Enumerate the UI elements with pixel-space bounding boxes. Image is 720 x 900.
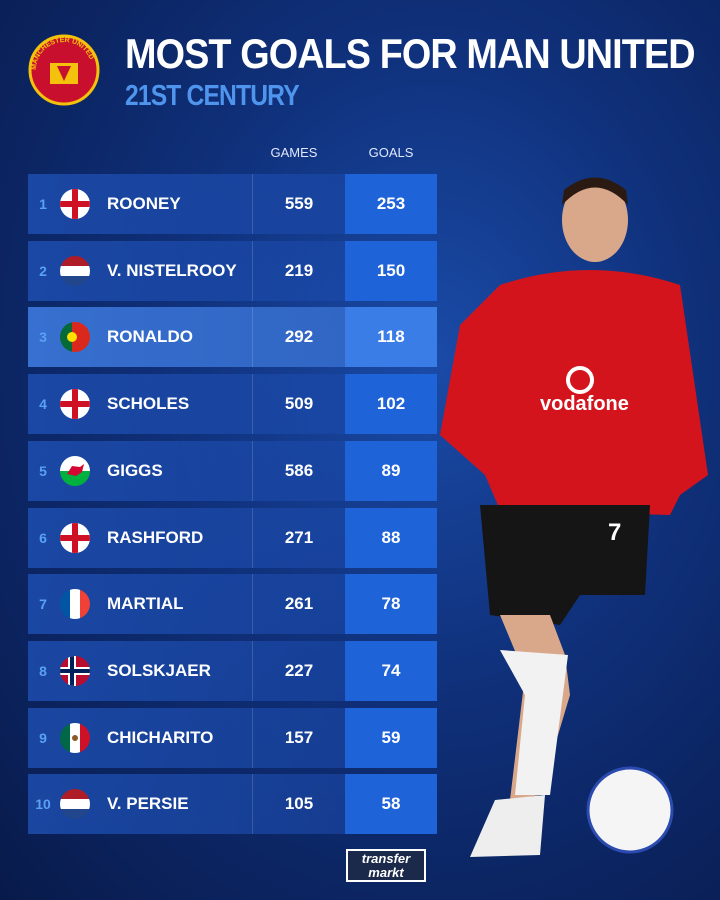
page-title: MOST GOALS FOR MAN UNITED: [125, 30, 696, 77]
player-name: MARTIAL: [107, 594, 184, 614]
rank: 5: [39, 462, 47, 479]
england-flag-icon: [60, 189, 90, 219]
goals-value: 102: [345, 374, 437, 435]
netherlands-flag-icon: [60, 255, 90, 286]
games-value: 105: [252, 774, 345, 835]
table-row: 1 ROONEY 559 253: [28, 174, 437, 234]
goals-header: GOALS: [368, 145, 414, 160]
goals-value: 59: [345, 707, 437, 768]
rank: 1: [39, 196, 47, 212]
netherlands-flag-icon: [60, 789, 90, 820]
games-value: 292: [252, 307, 345, 368]
games-header: GAMES: [270, 145, 318, 160]
table-row: 9 CHICHARITO 157 59: [28, 707, 437, 768]
player-photo: vodafone 7: [440, 177, 708, 857]
table-row: 10 V. PERSIE 105 58: [28, 774, 437, 835]
goals-value: 74: [345, 640, 437, 701]
table-row: 5 GIGGS 586 89: [28, 440, 437, 501]
games-value: 271: [252, 507, 345, 568]
shirt-sponsor: vodafone: [540, 393, 629, 415]
norway-flag-icon: [60, 655, 90, 686]
games-value: 261: [252, 574, 345, 635]
games-value: 559: [252, 174, 345, 234]
player-name: V. PERSIE: [107, 794, 189, 814]
table-row: 4 SCHOLES 509 102: [28, 374, 437, 435]
rank: 3: [39, 329, 47, 346]
france-flag-icon: [60, 589, 90, 620]
player-name: SCHOLES: [107, 394, 190, 414]
goals-value: 78: [345, 574, 437, 635]
player-name: GIGGS: [107, 460, 163, 480]
mexico-flag-icon: [60, 722, 90, 753]
goals-value: 118: [345, 307, 437, 368]
manchester-united-crest: MANCHESTER UNITED: [28, 34, 100, 106]
football: [586, 766, 674, 854]
table-row: 6 RASHFORD 271 88: [28, 507, 437, 568]
transfermarkt-logo: transfer markt: [346, 849, 426, 882]
portugal-flag-icon: [60, 322, 90, 353]
shirt-number: 7: [608, 519, 621, 546]
page-subtitle: 21ST CENTURY: [125, 80, 300, 112]
rank: 4: [39, 396, 47, 413]
player-name: ROONEY: [107, 194, 181, 213]
player-name: RASHFORD: [107, 527, 204, 547]
england-flag-icon: [60, 522, 90, 553]
table-row: 7 MARTIAL 261 78: [28, 574, 437, 635]
player-name: RONALDO: [107, 327, 193, 347]
rank: 7: [39, 596, 47, 613]
logo-line1: transfer: [361, 851, 411, 866]
games-value: 157: [252, 707, 345, 768]
england-flag-icon: [60, 389, 90, 420]
rank: 6: [39, 529, 47, 546]
rank: 8: [39, 662, 47, 679]
goals-value: 89: [345, 440, 437, 501]
player-name: CHICHARITO: [107, 727, 214, 747]
games-value: 219: [252, 240, 345, 301]
player-name: SOLSKJAER: [107, 660, 211, 680]
goals-value: 88: [345, 507, 437, 568]
goals-value: 150: [345, 240, 437, 301]
wales-flag-icon: [60, 455, 90, 486]
games-value: 227: [252, 640, 345, 701]
games-value: 586: [252, 440, 345, 501]
rank: 10: [35, 796, 51, 813]
games-value: 509: [252, 374, 345, 435]
table-row: 8 SOLSKJAER 227 74: [28, 640, 437, 701]
table-row: 2 V. NISTELROOY 219 150: [28, 240, 437, 301]
goals-value: 58: [345, 774, 437, 835]
goals-value: 253: [345, 174, 437, 234]
table-row: 3 RONALDO 292 118: [28, 307, 437, 368]
rank: 9: [39, 729, 47, 746]
rank: 2: [39, 262, 47, 279]
player-name: V. NISTELROOY: [107, 260, 237, 280]
logo-line2: markt: [368, 865, 404, 880]
